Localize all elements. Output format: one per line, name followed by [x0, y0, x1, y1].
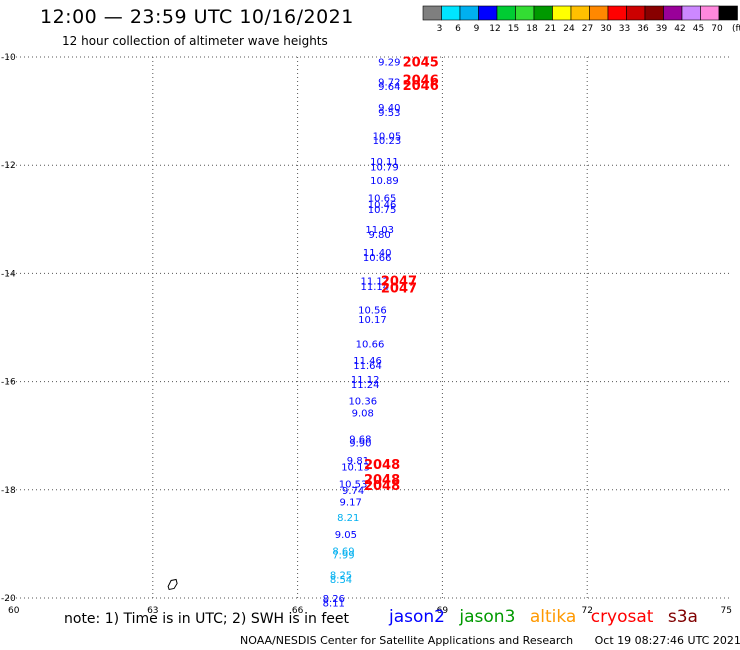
- wave-height-label: 8.25: [330, 571, 352, 582]
- legend-jason2: jason2: [389, 607, 445, 627]
- wave-height-label: 8.21: [337, 513, 359, 524]
- wave-height-label: 9.40: [378, 103, 400, 114]
- wave-height-label: 9.80: [369, 230, 391, 241]
- wave-height-label: 11.24: [351, 380, 380, 391]
- pass-time-label: 2047: [381, 281, 417, 296]
- colorbar-label: (ft): [732, 24, 740, 33]
- wave-height-label: 9.90: [349, 439, 371, 450]
- wave-height-label: 10.53: [339, 479, 368, 490]
- wave-height-label: 9.64: [378, 82, 400, 93]
- colorbar-label: 12: [489, 24, 500, 33]
- colorbar-label: 36: [637, 24, 649, 33]
- wave-height-label: 11.64: [353, 361, 382, 372]
- colorbar-label: 15: [508, 24, 519, 33]
- y-tick-label: -20: [1, 594, 16, 604]
- wave-height-label: 9.29: [378, 57, 400, 68]
- colorbar-label: 24: [563, 24, 575, 33]
- wave-height-label: 7.99: [332, 551, 354, 562]
- wave-height-label: 11.40: [363, 248, 392, 259]
- y-tick-label: -12: [1, 161, 16, 171]
- colorbar-label: 39: [656, 24, 668, 33]
- wave-height-label: 10.11: [370, 157, 399, 168]
- wave-height-label: 9.74: [342, 486, 364, 497]
- y-tick-label: -10: [1, 53, 16, 63]
- wave-height-label: 10.89: [370, 176, 399, 187]
- wave-height-label: 9.53: [378, 108, 400, 119]
- wave-height-label: 11.46: [353, 356, 382, 367]
- pass-time-label: 2048: [364, 458, 400, 473]
- footer-timestamp: Oct 19 08:27:46 UTC 2021: [594, 634, 740, 647]
- pass-time-label: 2046: [403, 79, 439, 94]
- wave-height-label: 10.23: [373, 136, 402, 147]
- satellite-legend: jason2 jason3 altika cryosat s3a: [389, 607, 707, 627]
- y-tick-label: -14: [1, 269, 16, 279]
- wave-height-label: 8.26: [323, 594, 345, 605]
- wave-height-label: 10.17: [358, 315, 387, 326]
- colorbar-label: 42: [674, 24, 685, 33]
- wave-height-label: 10.36: [348, 397, 377, 408]
- legend-jason3: jason3: [459, 607, 516, 627]
- wave-height-label: 9.05: [335, 530, 357, 541]
- wave-height-label: 10.66: [363, 253, 392, 264]
- colorbar-label: 33: [619, 24, 630, 33]
- colorbar-label: 3: [437, 24, 443, 33]
- colorbar-label: 27: [582, 24, 593, 33]
- wave-height-label: 10.75: [368, 205, 397, 216]
- wave-height-label: 8.11: [323, 598, 345, 609]
- wave-height-label: 11.12: [351, 375, 380, 386]
- pass-time-label: 2045: [403, 55, 439, 70]
- wave-height-label: 9.81: [347, 456, 369, 467]
- wave-height-label: 10.66: [356, 340, 385, 351]
- wave-height-label: 8.54: [330, 575, 352, 586]
- x-tick-label: 63: [147, 606, 158, 616]
- colorbar-label: 70: [711, 24, 723, 33]
- wave-height-label: 9.72: [378, 77, 400, 88]
- colorbar-swatch: [718, 5, 738, 21]
- y-tick-label: -16: [1, 378, 16, 388]
- legend-cryosat: cryosat: [590, 607, 654, 627]
- colorbar-label: 6: [455, 24, 461, 33]
- wave-height-label: 11.14: [361, 282, 390, 293]
- y-tick-label: -18: [1, 486, 16, 496]
- wave-height-label: 10.79: [370, 162, 399, 173]
- colorbar-label: 21: [545, 24, 556, 33]
- wave-height-label: 9.68: [349, 434, 371, 445]
- pass-time-label: 2047: [381, 274, 417, 289]
- wave-height-label: 10.65: [368, 194, 397, 205]
- x-tick-label: 75: [721, 606, 732, 616]
- wave-height-label: 10.05: [373, 131, 402, 142]
- wave-height-label: 11.12: [361, 276, 390, 287]
- pass-time-label: 2048: [364, 473, 400, 488]
- island-outline: [167, 578, 178, 591]
- wave-height-label: 10.56: [358, 306, 387, 317]
- colorbar-label: 30: [600, 24, 612, 33]
- wave-height-label: 9.17: [340, 498, 362, 509]
- wave-height-label: 10.13: [341, 463, 370, 474]
- x-tick-label: 60: [8, 606, 20, 616]
- pass-time-label: 2046: [403, 74, 439, 89]
- pass-time-label: 2048: [364, 479, 400, 494]
- wave-height-label: 10.46: [368, 200, 397, 211]
- colorbar-label: 45: [693, 24, 704, 33]
- wave-height-label: 9.08: [352, 408, 374, 419]
- note-text: note: 1) Time is in UTC; 2) SWH is in fe…: [64, 611, 350, 627]
- legend-altika: altika: [529, 607, 577, 627]
- wave-height-label: 11.03: [365, 225, 394, 236]
- footer: NOAA/NESDIS Center for Satellite Applica…: [240, 634, 740, 647]
- footer-credit: NOAA/NESDIS Center for Satellite Applica…: [240, 634, 574, 647]
- page-title: 12:00 — 23:59 UTC 10/16/2021: [40, 6, 354, 28]
- colorbar-label: 18: [526, 24, 538, 33]
- wave-height-label: 8.69: [332, 546, 354, 557]
- x-tick-label: 66: [292, 606, 304, 616]
- legend-s3a: s3a: [667, 607, 698, 627]
- x-tick-label: 69: [437, 606, 449, 616]
- x-tick-label: 72: [581, 606, 592, 616]
- page-subtitle: 12 hour collection of altimeter wave hei…: [62, 34, 328, 48]
- colorbar-label: 9: [474, 24, 480, 33]
